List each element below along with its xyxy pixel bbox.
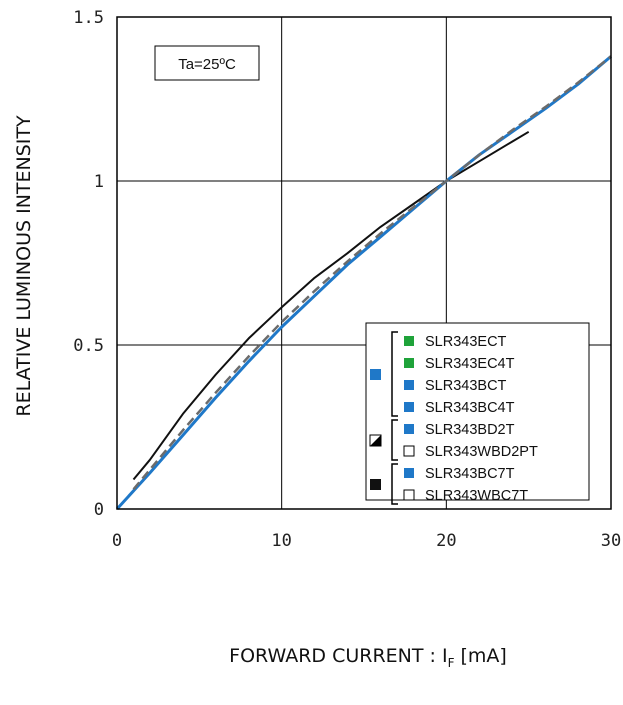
y-axis-title: RELATIVE LUMINOUS INTENSITY (13, 115, 35, 417)
y-tick-label: 1.5 (73, 8, 104, 28)
legend-label: SLR343BC7T (425, 466, 515, 482)
legend: SLR343ECT SLR343EC4T SLR343BCT SLR343BC4T SL… (365, 322, 590, 505)
x-tick-label: 20 (436, 531, 456, 551)
legend-label: SLR343WBD2PT (425, 444, 538, 460)
annotation-text: Ta=25ºC (178, 56, 236, 73)
plot-frame (116, 16, 612, 510)
legend-swatch (404, 402, 414, 412)
legend-swatch (404, 336, 414, 346)
tick-labels: 0 10 20 30 0 0.5 1 1.5 (73, 8, 621, 551)
x-tick-label: 0 (112, 531, 122, 551)
legend-bracket (391, 463, 398, 505)
x-axis-title: FORWARD CURRENT : IF [mA] (229, 645, 507, 670)
legend-frame (365, 322, 590, 501)
legend-label: SLR343ECT (425, 334, 507, 350)
x-axis-title-main: FORWARD CURRENT : I (229, 645, 447, 667)
legend-label: SLR343WBC7T (425, 488, 528, 504)
y-tick-label: 1 (94, 172, 104, 192)
legend-group-marker-half (370, 435, 381, 446)
legend-label: SLR343BC4T (425, 400, 515, 416)
legend-swatch (403, 489, 415, 501)
y-tick-label: 0.5 (73, 336, 104, 356)
series-line-dashed-gray (132, 55, 612, 491)
legend-group-marker (370, 369, 381, 380)
legend-label: SLR343EC4T (425, 356, 515, 372)
series-lines (115, 55, 612, 511)
x-tick-label: 30 (601, 531, 621, 551)
legend-group-marker (370, 479, 381, 490)
legend-swatch (404, 380, 414, 390)
x-axis-title-subscript: F (448, 656, 455, 670)
x-tick-label: 10 (271, 531, 291, 551)
legend-bracket (391, 419, 398, 461)
legend-swatch (404, 424, 414, 434)
series-line-solid-black (132, 130, 530, 481)
series-line-solid-blue (115, 55, 612, 511)
legend-label: SLR343BCT (425, 378, 507, 394)
legend-swatch (403, 445, 415, 457)
legend-swatch (404, 468, 414, 478)
legend-bracket (391, 331, 398, 417)
annotation-box: Ta=25ºC (154, 45, 260, 81)
y-tick-label: 0 (94, 500, 104, 520)
legend-label: SLR343BD2T (425, 422, 515, 438)
legend-swatch (404, 358, 414, 368)
x-axis-title-unit: [mA] (454, 645, 506, 667)
